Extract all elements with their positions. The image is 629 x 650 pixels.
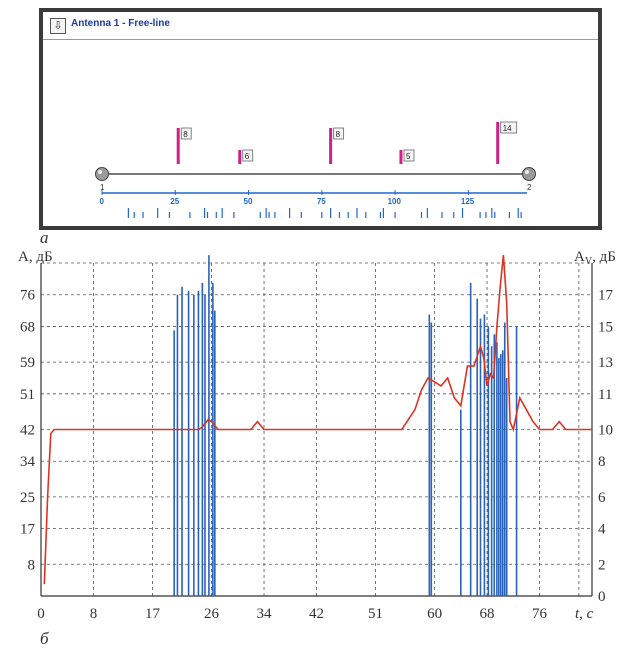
x-tick-label: 76 [532, 606, 548, 622]
window-title: Antenna 1 - Free-line [71, 18, 170, 29]
y-right-tick-label: 10 [598, 423, 613, 439]
marker-label: 6 [245, 152, 250, 161]
x-tick-label: 8 [90, 606, 98, 622]
caption-b: б [40, 629, 49, 648]
node-ball [95, 167, 109, 181]
marker-label-box [500, 121, 518, 134]
node-highlight [98, 170, 102, 174]
marker-bar [329, 128, 333, 164]
y-right-tick-label: 17 [598, 288, 614, 304]
x-tick-label: 68 [480, 606, 495, 622]
line-end-node: 2 [522, 167, 536, 192]
bar-series [173, 255, 518, 596]
node-label: 2 [527, 183, 532, 192]
line-end-node: 1 [95, 167, 109, 192]
y-left-tick-label: 34 [20, 454, 36, 470]
y-right-tick-label: 6 [598, 490, 606, 506]
y-left-tick-label: 42 [20, 423, 35, 439]
x-axis-title: t, c [575, 606, 594, 622]
node-highlight [525, 170, 529, 174]
node-label: 1 [100, 183, 105, 192]
window-titlebar: ⇩ Antenna 1 - Free-line [43, 12, 598, 40]
y-right-tick-label: 8 [598, 454, 606, 470]
ruler-tick-label: 125 [461, 197, 475, 206]
marker-bar [399, 150, 403, 164]
y-left-tick-label: 76 [20, 288, 36, 304]
x-tick-label: 51 [368, 606, 383, 622]
x-tick-label: 0 [37, 606, 45, 622]
y-left-tick-label: 68 [20, 319, 35, 335]
marker-label: 14 [503, 124, 512, 133]
ruler-tick-label: 75 [317, 197, 326, 206]
series-line [43, 255, 592, 585]
download-arrow-icon[interactable]: ⇩ [50, 18, 66, 34]
free-line-diagram: 1 2 8 6 8 5 14 0 25 50 75 100 125 [95, 121, 536, 218]
marker-label: 8 [336, 130, 341, 139]
antenna-window-body: ⇩ Antenna 1 - Free-line 1 2 8 6 8 5 14 0 25 50 75 1… [43, 12, 598, 226]
marker-label-box [242, 149, 254, 162]
y-right-tick-label: 11 [598, 387, 612, 403]
grid [41, 262, 592, 596]
y-left-tick-label: 25 [20, 490, 35, 506]
marker-label-box [333, 127, 345, 140]
y-right-tick-label: 4 [598, 522, 606, 538]
x-tick-label: 34 [257, 606, 273, 622]
y-left-tick-label: 59 [20, 355, 35, 371]
y-right-tick-label: 15 [598, 319, 613, 335]
marker-label: 8 [183, 130, 188, 139]
x-tick-label: 42 [309, 606, 324, 622]
x-tick-label: 26 [204, 606, 220, 622]
marker-bar [496, 122, 500, 164]
y-left-tick-label: 17 [20, 522, 36, 538]
y-right-title: AV, дБ [574, 249, 616, 267]
y-right-tick-label: 0 [598, 589, 606, 605]
y-right-tick-label: 13 [598, 355, 613, 371]
antenna-window: ⇩ Antenna 1 - Free-line 1 2 8 6 8 5 14 0 25 50 75 1… [39, 8, 602, 230]
y-left-tick-label: 8 [28, 557, 36, 573]
ruler-tick-label: 100 [388, 197, 402, 206]
y-right-tick-label: 2 [598, 557, 606, 573]
marker-bar [176, 128, 180, 164]
x-tick-label: 17 [145, 606, 161, 622]
marker-label-box [180, 127, 192, 140]
marker-label-box [403, 149, 415, 162]
ruler-tick-label: 25 [170, 197, 179, 206]
marker-label: 5 [406, 152, 411, 161]
ruler-tick-label: 50 [244, 197, 253, 206]
caption-a: a [40, 228, 49, 247]
y-left-tick-label: 51 [20, 387, 35, 403]
y-left-title: A, дБ [18, 249, 53, 265]
ruler-tick-label: 0 [100, 197, 105, 206]
marker-bar [238, 150, 242, 164]
x-tick-label: 60 [427, 606, 442, 622]
node-ball [522, 167, 536, 181]
